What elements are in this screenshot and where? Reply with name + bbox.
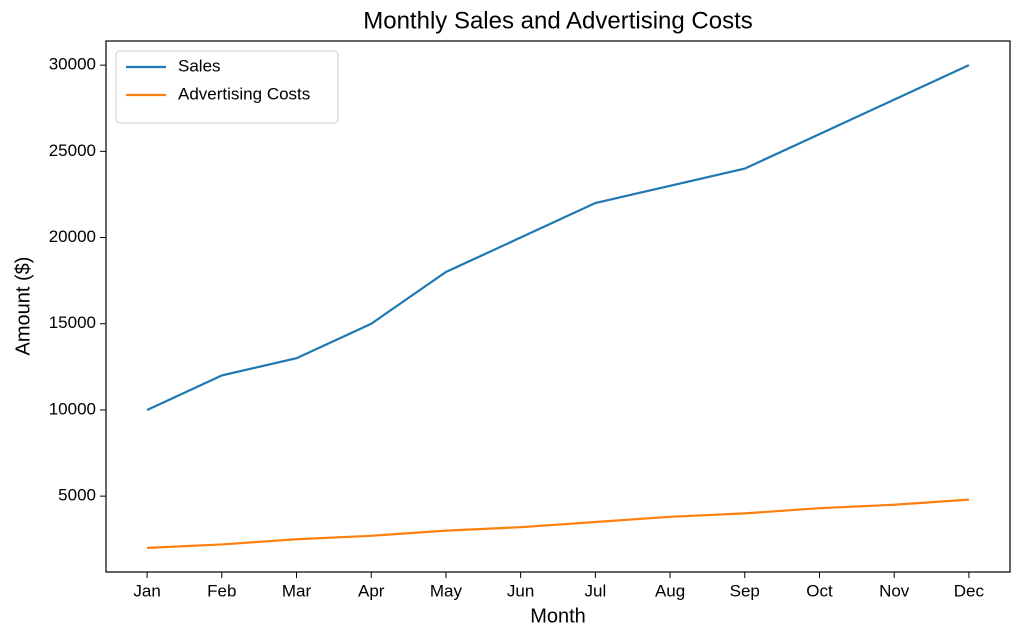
y-tick-label: 15000	[49, 313, 96, 332]
y-tick-label: 30000	[49, 55, 96, 74]
plot-frame	[105, 40, 1011, 573]
x-tick-label: Sep	[730, 581, 760, 600]
y-tick-label: 20000	[49, 227, 96, 246]
x-tick-label: Jan	[133, 581, 160, 600]
y-tick-label: 5000	[58, 486, 96, 505]
x-tick-label: Jul	[584, 581, 606, 600]
legend: Sales Advertising Costs	[115, 50, 339, 124]
legend-label: Advertising Costs	[178, 84, 310, 103]
legend-box	[115, 50, 339, 124]
y-axis-label: Amount ($)	[12, 257, 34, 356]
x-tick-label: Jun	[507, 581, 534, 600]
x-tick-label: Oct	[806, 581, 833, 600]
y-tick-label: 25000	[49, 141, 96, 160]
x-tick-label: May	[430, 581, 463, 600]
x-tick-label: Feb	[207, 581, 236, 600]
chart-title: Monthly Sales and Advertising Costs	[363, 7, 753, 34]
x-tick-label: Nov	[879, 581, 910, 600]
legend-label: Sales	[178, 56, 221, 75]
series-line	[147, 498, 969, 549]
series-line	[146, 64, 970, 411]
x-axis-label: Month	[530, 605, 586, 627]
x-tick-label: Apr	[358, 581, 385, 600]
x-tick-label: Aug	[655, 581, 685, 600]
y-tick-label: 10000	[49, 399, 96, 418]
x-tick-label: Mar	[282, 581, 312, 600]
x-tick-label: Dec	[954, 581, 985, 600]
